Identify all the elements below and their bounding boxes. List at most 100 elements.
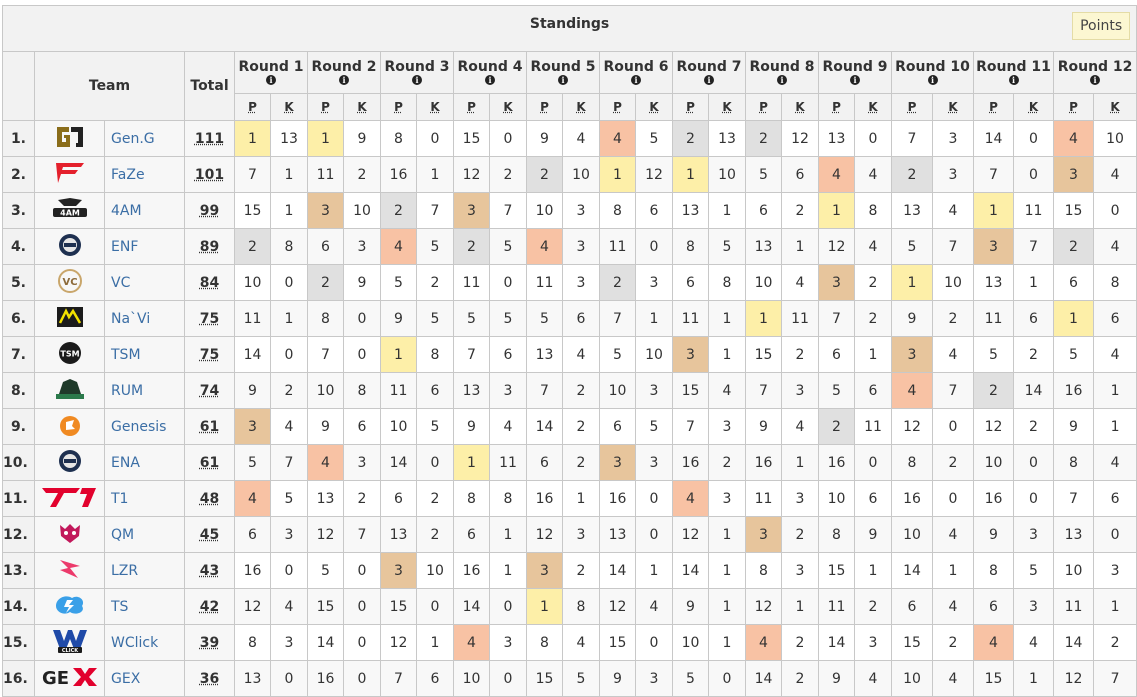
genesis-logo[interactable] [56, 412, 84, 442]
qm-logo[interactable] [55, 520, 85, 550]
kills-cell: 1 [416, 624, 454, 661]
placement-cell: 15 [818, 552, 855, 589]
team-name-link[interactable]: TS [104, 588, 185, 625]
kills-cell: 5 [708, 228, 746, 265]
kills-header: K [343, 93, 381, 121]
kills-cell: 3 [635, 660, 673, 697]
kills-cell: 7 [489, 192, 527, 229]
placement-cell: 8 [745, 552, 782, 589]
lzr-logo[interactable] [56, 556, 84, 586]
info-icon[interactable]: i [339, 75, 349, 85]
points-toggle-button[interactable]: Points [1072, 12, 1131, 40]
info-icon[interactable]: i [485, 75, 495, 85]
navi-logo[interactable] [55, 304, 85, 334]
placement-cell: 7 [380, 660, 417, 697]
placement-cell: 5 [380, 264, 417, 301]
placement-cell: 15 [234, 192, 271, 229]
team-name-link[interactable]: Na`Vi [104, 300, 185, 337]
ts-logo[interactable] [52, 592, 88, 622]
team-name-link[interactable]: Genesis [104, 408, 185, 445]
info-icon[interactable]: i [1090, 75, 1101, 85]
info-icon[interactable]: i [704, 75, 714, 85]
kills-cell: 1 [635, 300, 673, 337]
info-icon[interactable]: i [850, 75, 860, 85]
kills-cell: 1 [781, 444, 819, 481]
placement-cell: 1 [973, 192, 1014, 229]
rum-logo[interactable] [53, 376, 87, 406]
total-points-cell: 48 [184, 480, 235, 517]
kills-cell: 5 [1013, 552, 1054, 589]
4am-logo[interactable]: 4AM [50, 196, 90, 226]
rank-cell: 4. [2, 228, 35, 265]
team-name-link[interactable]: ENA [104, 444, 185, 481]
team-name-link[interactable]: GEX [104, 660, 185, 697]
round-header-label: Round 8 [749, 59, 815, 75]
team-name-link[interactable]: T1 [104, 480, 185, 517]
kills-cell: 2 [343, 156, 381, 193]
kills-cell: 1 [635, 552, 673, 589]
tsm-logo[interactable]: TSM [56, 340, 84, 370]
team-name-link[interactable]: FaZe [104, 156, 185, 193]
ena-logo[interactable] [56, 448, 84, 478]
geng-logo[interactable] [54, 124, 86, 154]
t1-logo[interactable] [40, 484, 100, 514]
placement-cell: 10 [599, 372, 636, 409]
kills-cell: 6 [1092, 300, 1137, 337]
placement-cell: 3 [380, 552, 417, 589]
placement-cell: 3 [745, 516, 782, 553]
kills-cell: 9 [343, 120, 381, 157]
info-icon[interactable]: i [266, 75, 276, 85]
placement-cell: 5 [1053, 336, 1094, 373]
faze-logo[interactable] [54, 160, 86, 190]
kills-header: K [635, 93, 673, 121]
info-icon[interactable]: i [412, 75, 422, 85]
kills-cell: 0 [270, 660, 308, 697]
round-header-label: Round 7 [676, 59, 742, 75]
kills-cell: 8 [854, 192, 892, 229]
placement-cell: 4 [973, 624, 1014, 661]
info-icon[interactable]: i [927, 75, 938, 85]
placement-cell: 7 [973, 156, 1014, 193]
kills-cell: 2 [781, 192, 819, 229]
team-name-link[interactable]: Gen.G [104, 120, 185, 157]
placement-cell: 11 [745, 480, 782, 517]
total-points-cell: 84 [184, 264, 235, 301]
kills-cell: 9 [343, 264, 381, 301]
placement-cell: 14 [891, 552, 933, 589]
info-icon[interactable]: i [631, 75, 641, 85]
team-name-link[interactable]: 4AM [104, 192, 185, 229]
kills-cell: 0 [416, 120, 454, 157]
kills-cell: 0 [489, 264, 527, 301]
wclick-logo[interactable]: CLICK [50, 627, 90, 659]
gex-logo[interactable]: GE [40, 664, 100, 694]
info-icon[interactable]: i [777, 75, 787, 85]
standings-row: 9. Genesis 61 3 4 9 6 10 5 9 4 14 2 6 5 7 3 9 4 2 11 12 0 12 2 9 1 [2, 408, 1137, 445]
placement-cell: 4 [234, 480, 271, 517]
placement-cell: 6 [599, 408, 636, 445]
placement-cell: 16 [818, 444, 855, 481]
kills-cell: 2 [1013, 408, 1054, 445]
kills-cell: 6 [781, 156, 819, 193]
team-name-link[interactable]: LZR [104, 552, 185, 589]
team-name-link[interactable]: VC [104, 264, 185, 301]
team-name-link[interactable]: RUM [104, 372, 185, 409]
info-icon[interactable]: i [1008, 75, 1019, 85]
vc-logo[interactable]: VC [55, 268, 85, 298]
team-name-link[interactable]: ENF [104, 228, 185, 265]
kills-cell: 2 [562, 408, 600, 445]
kills-cell: 4 [932, 588, 974, 625]
team-name-link[interactable]: QM [104, 516, 185, 553]
team-name-link[interactable]: TSM [104, 336, 185, 373]
placement-cell: 1 [672, 156, 709, 193]
kills-cell: 5 [489, 300, 527, 337]
info-icon[interactable]: i [558, 75, 568, 85]
team-name-link[interactable]: WClick [104, 624, 185, 661]
kills-cell: 0 [343, 300, 381, 337]
placement-cell: 9 [973, 516, 1014, 553]
enf-logo[interactable] [56, 232, 84, 262]
placement-cell: 6 [526, 444, 563, 481]
kills-cell: 1 [489, 516, 527, 553]
kills-cell: 0 [635, 624, 673, 661]
placement-cell: 9 [599, 660, 636, 697]
placement-cell: 11 [380, 372, 417, 409]
